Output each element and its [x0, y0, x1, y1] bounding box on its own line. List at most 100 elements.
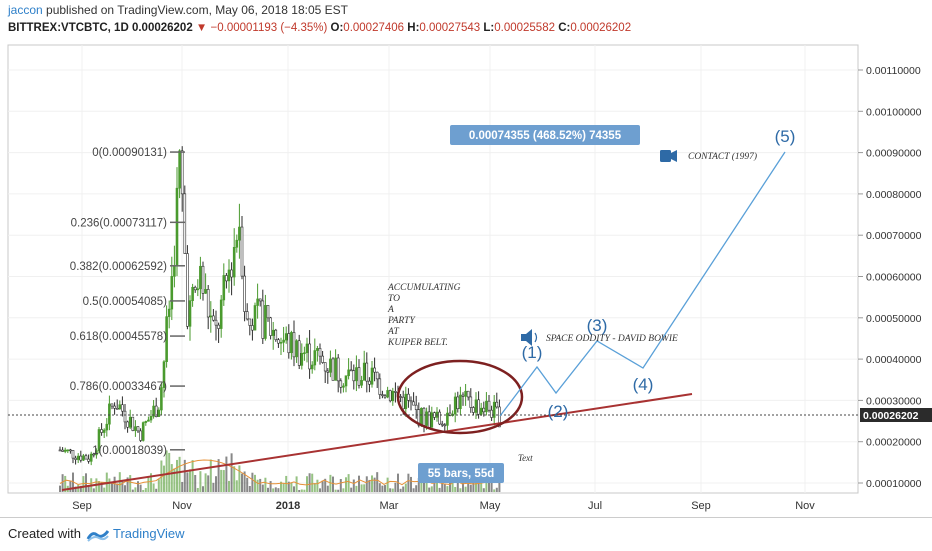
candle-body: [256, 298, 259, 306]
candle-body: [180, 150, 184, 195]
candle-body: [261, 300, 265, 339]
current-price-tag-bg: [860, 408, 932, 422]
candle-body: [191, 286, 194, 301]
candle-body: [238, 226, 241, 241]
candle-body: [235, 239, 239, 248]
candle-body: [375, 371, 379, 380]
volume-bar: [436, 476, 438, 492]
fib-level-label: 0(0.00090131): [92, 147, 167, 159]
volume-bar: [181, 481, 184, 492]
volume-bar: [264, 477, 267, 492]
projection-path: [499, 151, 786, 417]
volume-bar: [378, 483, 381, 492]
volume-bar: [85, 473, 87, 492]
candle-body: [154, 405, 158, 417]
volume-bar: [196, 487, 199, 492]
candle-body: [232, 246, 236, 278]
volume-bar: [61, 474, 64, 492]
volume-bar: [87, 485, 90, 492]
candle-body: [477, 399, 480, 415]
volume-bar: [423, 475, 425, 492]
candle-body: [253, 305, 257, 331]
candle-body: [461, 394, 465, 397]
candle-body: [453, 396, 457, 415]
candle-body: [245, 311, 249, 320]
volume-bar: [485, 475, 488, 492]
speaker-icon[interactable]: [521, 329, 538, 346]
candle-body: [74, 457, 77, 460]
candle-body: [430, 412, 434, 428]
candle-body: [381, 394, 384, 396]
volume-bar: [430, 486, 433, 492]
volume-bar: [498, 481, 501, 492]
price-tick-label: 0.00080000: [866, 189, 922, 201]
candle-body: [269, 317, 272, 336]
volume-bar: [222, 470, 225, 492]
volume-bar: [293, 486, 295, 492]
current-price-tag: 0.00026202: [863, 410, 919, 422]
volume-bar: [64, 475, 67, 492]
candle-body: [383, 395, 387, 398]
volume-bar: [113, 476, 116, 492]
candle-body: [425, 411, 428, 426]
volume-bar: [238, 465, 241, 492]
volume-bar: [446, 486, 449, 492]
price-change: −0.00001193 (−4.35%): [210, 22, 328, 34]
candle-body: [157, 409, 161, 417]
candle-body: [344, 375, 348, 387]
open-label: O:: [330, 22, 344, 34]
wave-5-label: (5): [775, 127, 796, 146]
volume-bar: [443, 483, 446, 492]
volume-bar: [404, 483, 407, 492]
note-line: A: [387, 305, 394, 315]
candle-body: [448, 412, 452, 416]
candle-body: [360, 380, 363, 386]
candle-body: [284, 333, 288, 341]
volume-bar: [438, 487, 441, 492]
candle-body: [84, 455, 88, 460]
volume-bar: [124, 485, 126, 492]
candle-body: [251, 325, 254, 331]
video-camera-icon[interactable]: [660, 150, 677, 162]
fib-level-label: 0.382(0.00062592): [70, 261, 167, 273]
volume-bar: [412, 488, 415, 492]
volume-bar: [256, 479, 259, 492]
candle-body: [446, 412, 449, 426]
volume-bar: [355, 485, 358, 492]
candle-body: [92, 453, 96, 456]
volume-bar: [300, 489, 303, 492]
volume-bar: [316, 479, 319, 492]
volume-bar: [365, 476, 368, 492]
candle-body: [134, 426, 137, 431]
price-tick-label: 0.00060000: [866, 272, 922, 284]
candle-body: [456, 396, 460, 410]
volume-bar: [186, 472, 189, 492]
volume-bar: [176, 459, 178, 492]
candle-body: [474, 399, 478, 413]
close-label: C:: [558, 22, 571, 34]
author-link[interactable]: jaccon: [8, 3, 43, 17]
candle-body: [152, 405, 155, 417]
publisher-line: jaccon published on TradingView.com, May…: [8, 3, 348, 17]
tradingview-logo-icon[interactable]: [86, 527, 110, 543]
wave-4-label: (4): [633, 375, 654, 394]
candle-body: [373, 367, 376, 373]
candle-body: [63, 449, 67, 452]
volume-bar: [410, 476, 412, 492]
time-tick-label: Nov: [795, 500, 815, 512]
candle-body: [414, 404, 418, 410]
volume-bar: [420, 475, 423, 492]
volume-bar: [116, 483, 119, 492]
candle-body: [370, 367, 374, 385]
tradingview-link[interactable]: TradingView: [113, 526, 185, 541]
chart: 0(0.00090131) 0.236(0.00073117) 0.382(0.00…: [7, 44, 932, 512]
candle-body: [404, 393, 408, 410]
grid: [8, 45, 858, 493]
candle-body: [472, 407, 475, 413]
candle-body: [100, 429, 103, 433]
candle-body: [225, 275, 228, 282]
candle-body: [102, 429, 106, 433]
volume-bar: [204, 473, 207, 492]
note-line: ACCUMULATING: [387, 283, 461, 293]
price-axis: 0.00110000 0.00100000 0.00090000 0.00080000…: [858, 65, 922, 490]
